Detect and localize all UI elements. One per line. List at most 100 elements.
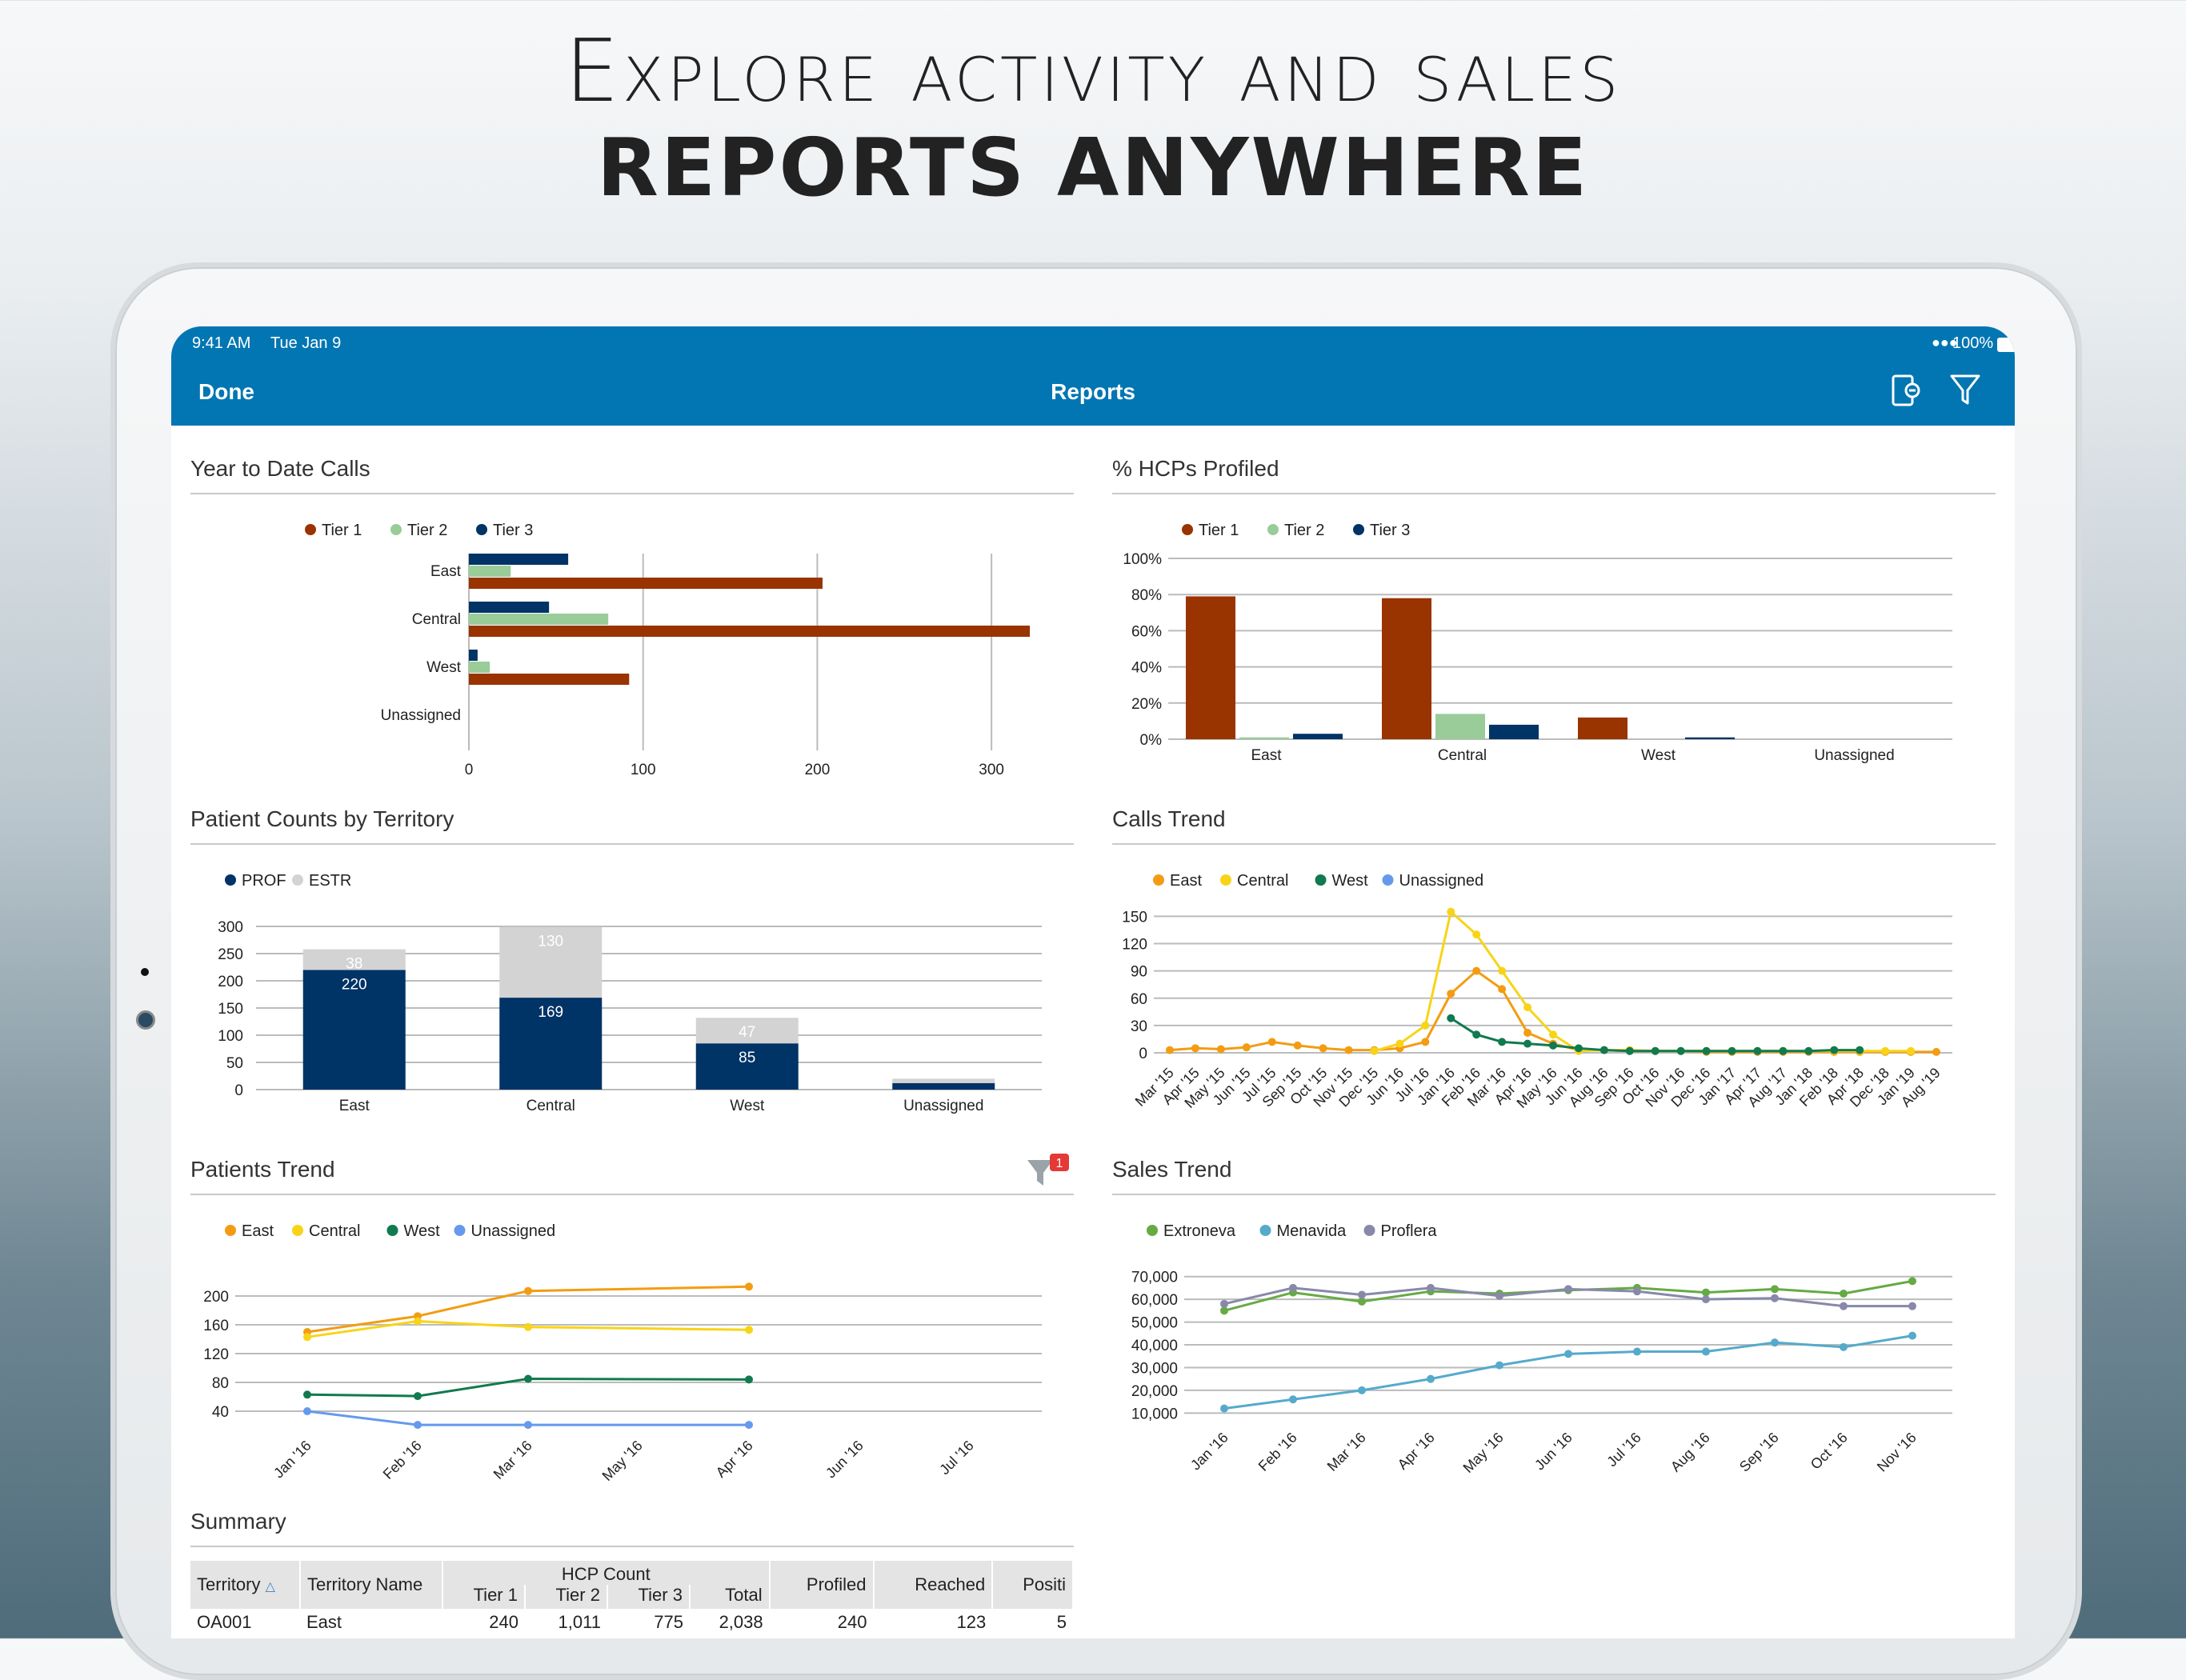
y-tick-label: 200: [203, 1289, 229, 1306]
data-label: 38: [346, 956, 362, 973]
status-date: Tue Jan 9: [270, 334, 342, 352]
col-territory[interactable]: Territory △: [190, 1561, 301, 1609]
x-tick-label: Mar '16: [1324, 1430, 1369, 1474]
bar: [695, 1043, 799, 1090]
battery-icon: [1997, 338, 2015, 352]
data-label: 130: [538, 934, 563, 950]
category-label: Central: [1438, 747, 1487, 764]
patients-filter-icon[interactable]: 1: [1026, 1152, 1074, 1194]
divider: [1112, 843, 1996, 845]
cell: 240: [489, 1612, 518, 1632]
legend-dot: [1182, 524, 1193, 535]
bar: [499, 926, 603, 998]
data-label: 85: [739, 1050, 755, 1066]
data-point: [1908, 1331, 1916, 1340]
battery-label: 100%: [1952, 334, 1994, 352]
bar: [469, 554, 569, 565]
col-tier-2[interactable]: Tier 2: [524, 1585, 608, 1609]
bar: [892, 1078, 995, 1083]
done-button[interactable]: Done: [198, 379, 254, 404]
data-point: [1702, 1046, 1711, 1055]
data-point: [1753, 1046, 1762, 1055]
data-point: [303, 1333, 311, 1342]
x-tick-label: Sep '16: [1736, 1430, 1782, 1475]
calls-trend-title: Calls Trend: [1112, 806, 1226, 831]
x-tick-label: Apr '16: [713, 1438, 756, 1481]
col-reached[interactable]: Reached: [873, 1561, 994, 1609]
data-point: [1830, 1046, 1839, 1054]
nav-bar: 9:41 AM Tue Jan 9 ●●● 100% Done Reports: [171, 326, 2015, 426]
y-tick-label: 0: [234, 1082, 243, 1099]
bar: [302, 970, 406, 1090]
data-point: [1220, 1404, 1228, 1413]
bar: [1186, 596, 1235, 739]
data-label: 169: [538, 1004, 563, 1021]
nav-title: Reports: [1051, 379, 1135, 404]
x-tick-label: Oct '16: [1808, 1430, 1851, 1473]
category-label: East: [339, 1098, 370, 1114]
x-tick-label: 300: [979, 762, 1004, 778]
data-point: [1447, 907, 1455, 916]
cell: 2,038: [719, 1612, 763, 1632]
data-point: [1289, 1283, 1297, 1292]
data-point: [1472, 1030, 1481, 1039]
sensor-dot: [141, 968, 149, 976]
table-row[interactable]: OA001 East 240 1,011 775 2,038 240 123 5: [190, 1609, 1073, 1636]
ytd-calls-chart: Tier 1 Tier 2 Tier 3 0 100 200 300 East Central W…: [305, 522, 1031, 778]
device-icon[interactable]: [1890, 373, 1922, 408]
data-point: [1421, 1021, 1430, 1030]
legend-label: Unassigned: [1399, 872, 1484, 890]
data-point: [1495, 1291, 1503, 1300]
legend-dot: [476, 524, 487, 535]
data-point: [1908, 1302, 1916, 1310]
col-tier-3[interactable]: Tier 3: [607, 1585, 691, 1609]
bar: [469, 602, 550, 613]
col-territory-name[interactable]: Territory Name: [300, 1561, 443, 1609]
legend-label: Menavida: [1277, 1222, 1347, 1240]
y-tick-label: 20,000: [1131, 1383, 1178, 1400]
data-point: [1220, 1299, 1228, 1308]
summary-table: Territory △ Territory Name HCP Count Pro…: [190, 1561, 1074, 1636]
y-tick-label: 60%: [1131, 623, 1162, 640]
headline-line-2: REPORTS ANYWHERE: [596, 121, 1590, 214]
col-tier-1[interactable]: Tier 1: [442, 1585, 526, 1609]
sales-trend-chart: Extroneva Menavida Proflera 10,000 20,000 30,…: [1131, 1222, 1952, 1476]
y-tick-label: 160: [203, 1318, 229, 1334]
x-tick-label: 0: [465, 762, 474, 778]
y-tick-label: 20%: [1131, 696, 1162, 713]
legend-dot: [390, 524, 402, 535]
bar: [469, 614, 609, 625]
legend-dot: [1315, 874, 1327, 886]
data-point: [1907, 1046, 1916, 1055]
bar: [302, 949, 406, 970]
col-profiled[interactable]: Profiled: [769, 1561, 875, 1609]
data-point: [1771, 1285, 1779, 1294]
filter-badge: 1: [1056, 1157, 1063, 1170]
category-label: Unassigned: [903, 1098, 983, 1114]
data-point: [1523, 1003, 1532, 1012]
x-tick-label: Jan '16: [1187, 1430, 1231, 1474]
patient-counts-chart: PROF ESTR 0 50 100 150 200 250 300 220 38 East 169 13…: [218, 872, 1042, 1114]
camera: [136, 1010, 155, 1030]
legend-label: Proflera: [1381, 1222, 1438, 1240]
x-tick-label: Apr '16: [1395, 1430, 1438, 1473]
category-label: Central: [412, 611, 461, 628]
col-positive[interactable]: Positi: [992, 1561, 1074, 1609]
data-point: [1319, 1044, 1327, 1053]
data-point: [414, 1421, 422, 1430]
col-total[interactable]: Total: [689, 1585, 771, 1609]
legend-label: West: [404, 1222, 441, 1240]
data-point: [1427, 1374, 1435, 1383]
y-tick-label: 40%: [1131, 660, 1162, 677]
legend-dot: [1363, 1225, 1375, 1236]
legend-dot: [1259, 1225, 1271, 1236]
filter-icon[interactable]: [1949, 373, 1981, 408]
category-label: East: [430, 563, 462, 580]
divider: [190, 1194, 1074, 1195]
legend-label: Tier 3: [1370, 522, 1410, 539]
legend-label: Unassigned: [471, 1222, 556, 1240]
data-point: [1220, 1306, 1228, 1315]
data-point: [1651, 1046, 1660, 1055]
data-point: [1599, 1046, 1608, 1054]
data-point: [1840, 1290, 1848, 1298]
